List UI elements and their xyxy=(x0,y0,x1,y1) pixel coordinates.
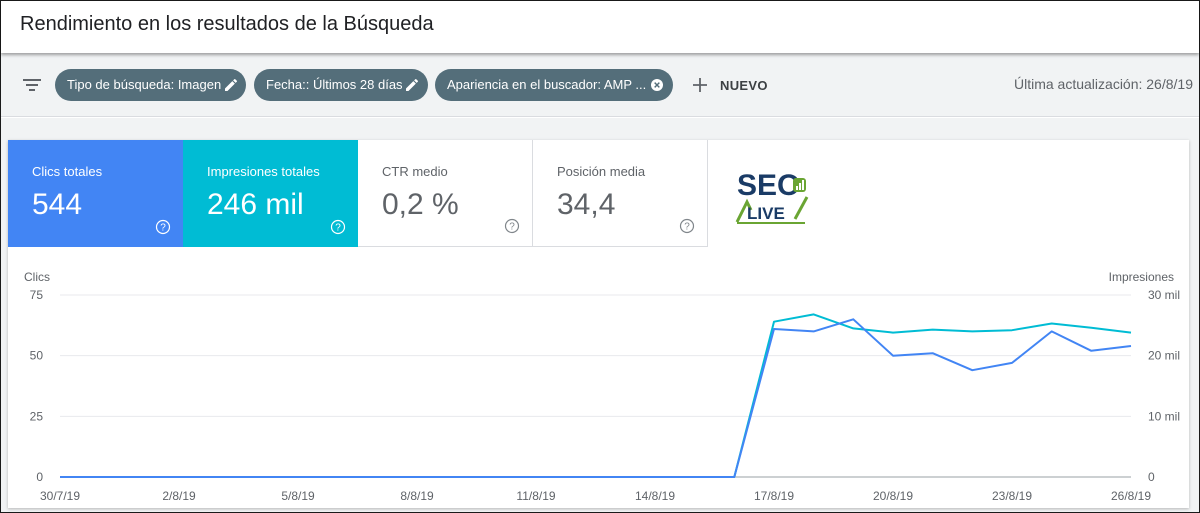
metric-label: Clics totales xyxy=(32,164,103,179)
y-tick-label-right: 20 mil xyxy=(1148,349,1180,363)
new-filter-button[interactable]: NUEVO xyxy=(691,73,768,97)
y-tick-label-left: 0 xyxy=(36,470,43,484)
metric-label: Impresiones totales xyxy=(207,164,320,179)
x-tick-label: 26/8/19 xyxy=(1111,489,1151,503)
pencil-icon[interactable] xyxy=(223,77,239,93)
help-icon[interactable]: ? xyxy=(504,218,520,234)
series-line-impresiones xyxy=(60,313,1132,478)
y-tick-label-right: 30 mil xyxy=(1148,288,1180,302)
filter-chip-date[interactable]: Fecha:: Últimos 28 días xyxy=(254,69,428,101)
x-tick-label: 20/8/19 xyxy=(873,489,913,503)
metric-label: Posición media xyxy=(557,164,646,179)
y-tick-label-right: 10 mil xyxy=(1148,409,1180,423)
help-icon[interactable]: ? xyxy=(155,219,171,235)
metric-value: 544 xyxy=(32,188,83,221)
pencil-icon[interactable] xyxy=(404,77,420,93)
metric-ctr-card[interactable]: CTR medio 0,2 % ? xyxy=(358,140,533,247)
page-header: Rendimiento en los resultados de la Búsq… xyxy=(1,1,1199,53)
filter-icon[interactable] xyxy=(21,75,43,95)
filter-chip-appearance[interactable]: Apariencia en el buscador: AMP ... xyxy=(435,69,673,101)
svg-text:?: ? xyxy=(335,223,341,234)
x-tick-label: 8/8/19 xyxy=(400,489,434,503)
metric-value: 246 mil xyxy=(207,188,304,221)
y-tick-label-left: 50 xyxy=(30,349,44,363)
y-tick-label-right: 0 xyxy=(1148,470,1155,484)
metric-position-card[interactable]: Posición media 34,4 ? xyxy=(533,140,708,247)
series-line-clics xyxy=(60,318,1132,478)
last-update-text: Última actualización: 26/8/19 xyxy=(1014,76,1193,92)
close-circle-icon[interactable] xyxy=(649,77,665,93)
filter-bar: Tipo de búsqueda: Imagen Fecha:: Últimos… xyxy=(1,53,1199,117)
metric-clicks-card[interactable]: Clics totales 544 ? xyxy=(8,140,183,247)
svg-text:LIVE: LIVE xyxy=(747,204,785,223)
x-tick-label: 30/7/19 xyxy=(40,489,80,503)
x-tick-label: 14/8/19 xyxy=(635,489,675,503)
y-axis-title-left: Clics xyxy=(24,270,50,284)
x-tick-label: 11/8/19 xyxy=(516,489,555,503)
x-tick-label: 17/8/19 xyxy=(754,489,794,503)
page-title: Rendimiento en los resultados de la Búsq… xyxy=(20,13,434,35)
y-tick-label-left: 75 xyxy=(30,288,44,302)
performance-card: Clics totales 544 ? Impresiones totales … xyxy=(8,140,1189,508)
svg-text:?: ? xyxy=(509,222,515,233)
seo-live-logo: SEO LIVE xyxy=(735,169,809,224)
y-tick-label-left: 25 xyxy=(30,409,44,423)
help-icon[interactable]: ? xyxy=(330,219,346,235)
x-tick-label: 2/8/19 xyxy=(162,489,196,503)
help-icon[interactable]: ? xyxy=(679,218,695,234)
svg-text:?: ? xyxy=(160,223,166,234)
plus-icon xyxy=(693,78,707,92)
filter-chip-search-type[interactable]: Tipo de búsqueda: Imagen xyxy=(55,69,246,101)
metric-value: 34,4 xyxy=(557,188,616,221)
metric-impressions-card[interactable]: Impresiones totales 246 mil ? xyxy=(183,140,358,247)
svg-text:?: ? xyxy=(684,222,690,233)
new-filter-label: NUEVO xyxy=(720,77,768,93)
metric-label: CTR medio xyxy=(382,164,448,179)
content-area: Clics totales 544 ? Impresiones totales … xyxy=(1,118,1199,512)
y-axis-title-right: Impresiones xyxy=(1109,270,1174,284)
x-tick-label: 5/8/19 xyxy=(281,489,315,503)
filter-chip-label: Tipo de búsqueda: Imagen xyxy=(67,77,222,92)
performance-chart: Clics Impresiones 0 25 50 75 0 10 mil 20 mil 30 m… xyxy=(24,270,1180,503)
svg-text:SEO: SEO xyxy=(737,169,800,202)
x-tick-label: 23/8/19 xyxy=(992,489,1032,503)
filter-chip-label: Apariencia en el buscador: AMP ... xyxy=(447,77,647,92)
filter-chip-label: Fecha:: Últimos 28 días xyxy=(266,77,403,92)
metric-value: 0,2 % xyxy=(382,188,459,221)
